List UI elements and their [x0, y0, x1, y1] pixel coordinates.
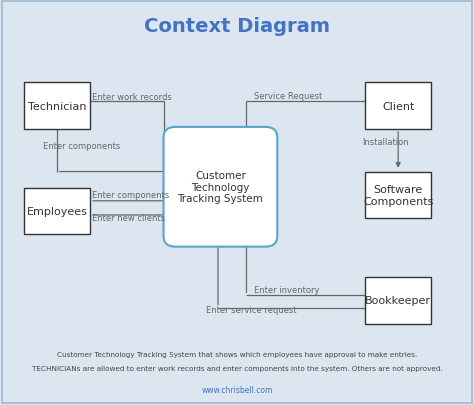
Text: Software
Components: Software Components — [363, 185, 433, 206]
Text: Customer Technology Tracking System that shows which employees have approval to : Customer Technology Tracking System that… — [57, 352, 417, 357]
Text: Bookkeeper: Bookkeeper — [365, 296, 431, 306]
Text: Context Diagram: Context Diagram — [144, 17, 330, 36]
Text: Enter work records: Enter work records — [92, 92, 172, 101]
FancyBboxPatch shape — [164, 128, 277, 247]
FancyBboxPatch shape — [365, 277, 431, 324]
Text: Installation: Installation — [363, 138, 409, 147]
Text: www.chrisbell.com: www.chrisbell.com — [201, 385, 273, 394]
FancyBboxPatch shape — [365, 83, 431, 130]
FancyBboxPatch shape — [365, 172, 431, 219]
Text: Enter components: Enter components — [92, 191, 170, 200]
Text: Client: Client — [382, 101, 414, 111]
Text: TECHNICIANs are allowed to enter work records and enter components into the syst: TECHNICIANs are allowed to enter work re… — [32, 366, 442, 371]
Text: Service Request: Service Request — [254, 92, 322, 100]
Text: Enter inventory: Enter inventory — [254, 285, 319, 294]
Text: Enter components: Enter components — [43, 142, 120, 151]
FancyBboxPatch shape — [24, 83, 90, 130]
Text: Employees: Employees — [27, 207, 87, 217]
Text: Enter new clients: Enter new clients — [92, 214, 165, 223]
Text: Technician: Technician — [27, 101, 86, 111]
Text: Enter service request: Enter service request — [206, 305, 297, 314]
FancyBboxPatch shape — [24, 188, 90, 235]
Text: Customer
Technology
Tracking System: Customer Technology Tracking System — [178, 171, 263, 204]
